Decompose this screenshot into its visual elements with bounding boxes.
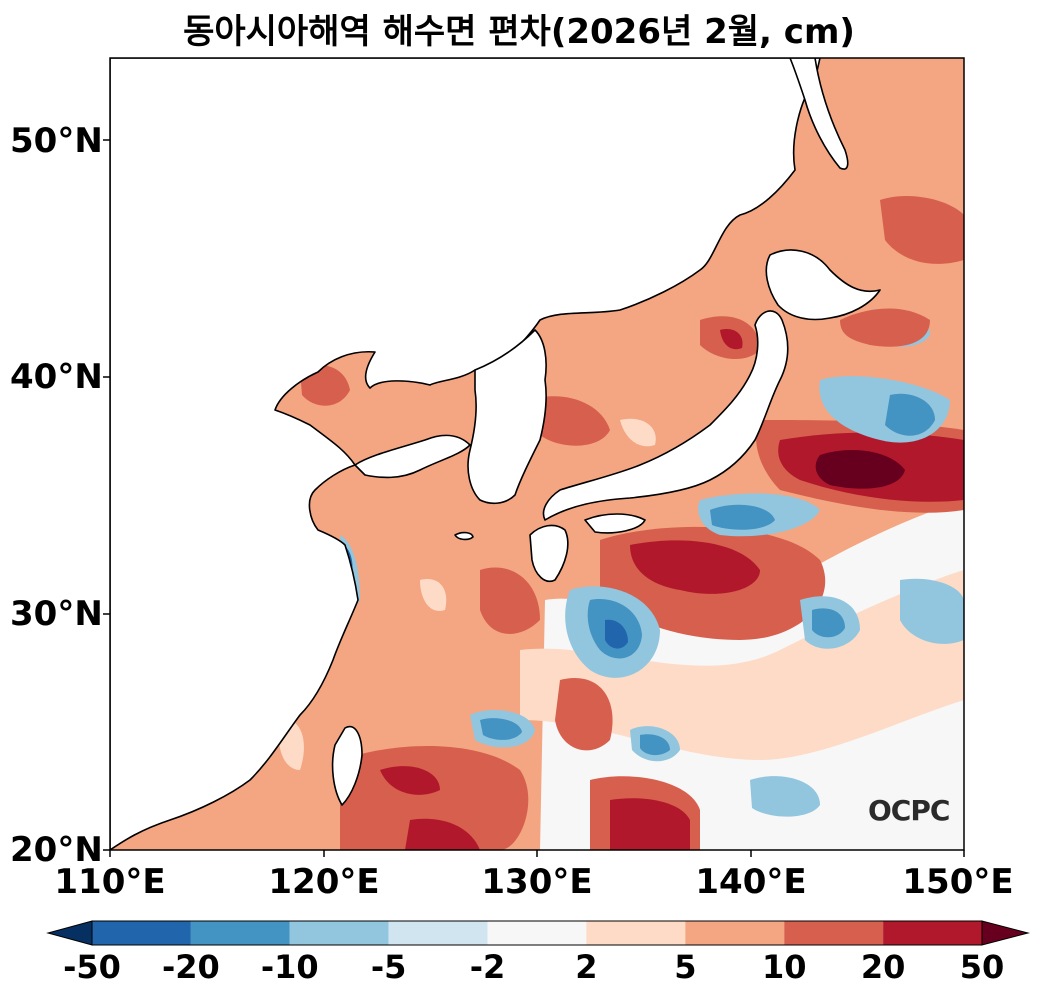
china-mainland xyxy=(110,58,821,850)
axis-ticks xyxy=(103,139,965,857)
anomaly-blob-positive xyxy=(480,567,540,634)
anomaly-blob-strong-negative xyxy=(480,718,522,740)
colorbar-tick-label: 20 xyxy=(860,948,906,986)
colorbar xyxy=(46,920,1030,946)
anomaly-blob-strong-positive xyxy=(380,766,440,795)
colorbar-tick-label: -20 xyxy=(161,948,220,986)
anomaly-blob-strong-positive xyxy=(610,798,690,850)
map-title: 동아시아해역 해수면 편차(2026년 2월, cm) xyxy=(183,12,855,52)
colorbar-segment xyxy=(685,921,785,945)
japan-shikoku xyxy=(584,513,646,534)
x-tick-label-110e: 110°E xyxy=(54,862,166,902)
anomaly-patch-moderate xyxy=(530,396,610,446)
anomaly-blob-extreme-positive xyxy=(815,450,905,489)
colorbar-tick-label: 10 xyxy=(761,948,807,986)
y-tick-label-40n: 40°N xyxy=(10,357,103,397)
anomaly-patch-moderate xyxy=(880,195,964,264)
anomaly-patch-strong xyxy=(720,329,743,350)
anomaly-blob-extreme-negative xyxy=(605,619,628,649)
y-tick-label-30n: 30°N xyxy=(10,594,103,634)
ocpc-watermark: OCPC xyxy=(868,794,950,827)
anomaly-blob-strong-negative xyxy=(885,393,935,436)
x-tick-label-150e: 150°E xyxy=(902,862,1014,902)
anomaly-blob-strong-negative xyxy=(640,734,670,756)
colorbar-frame xyxy=(91,920,983,946)
colorbar-segment xyxy=(586,921,686,945)
x-tick-label-140e: 140°E xyxy=(695,862,807,902)
anomaly-blob-negative xyxy=(900,578,964,644)
japan-hokkaido xyxy=(765,249,881,321)
shandong-peninsula xyxy=(354,434,471,479)
japan-honshu xyxy=(542,310,789,521)
colorbar-tick-label: 50 xyxy=(959,948,1005,986)
colorbar-segment xyxy=(289,921,389,945)
colorbar-tick-label: -5 xyxy=(370,948,407,986)
anomaly-patch-moderate xyxy=(840,308,930,347)
japan-kyushu xyxy=(529,524,569,582)
x-tick-label-120e: 120°E xyxy=(268,862,380,902)
anomaly-blob-positive xyxy=(555,678,613,751)
colorbar-segment xyxy=(784,921,884,945)
colorbar-tick-label: -10 xyxy=(260,948,319,986)
y-tick-label-50n: 50°N xyxy=(10,121,103,161)
korean-peninsula xyxy=(467,329,547,505)
colorbar-extend-max xyxy=(981,920,1030,946)
sakhalin-island xyxy=(789,58,849,170)
colorbar-tick-label: -50 xyxy=(63,948,121,986)
colorbar-segment xyxy=(92,921,191,945)
colorbar-tick-label: 2 xyxy=(575,948,598,986)
jeju-island xyxy=(454,531,474,541)
anomaly-blob-strong-negative xyxy=(812,608,845,638)
taiwan-island xyxy=(331,725,363,806)
colorbar-segment xyxy=(487,921,587,945)
colorbar-tick-label: -2 xyxy=(469,948,506,986)
x-tick-label-130e: 130°E xyxy=(481,862,593,902)
y-tick-label-20n: 20°N xyxy=(10,830,103,870)
anomaly-patch-weak xyxy=(620,418,656,447)
anomaly-blob-strong-negative xyxy=(710,504,775,530)
anomaly-blob-negative xyxy=(750,776,820,817)
colorbar-extend-min xyxy=(46,920,93,946)
anomaly-blob-strong-positive xyxy=(630,540,760,594)
colorbar-segment xyxy=(388,921,488,945)
anomaly-blob-strong-positive xyxy=(405,818,480,850)
colorbar-tick-label: 5 xyxy=(674,948,697,986)
colorbar-segment xyxy=(190,921,290,945)
colorbar-segment xyxy=(883,921,982,945)
anomaly-patch-weak xyxy=(420,579,447,611)
